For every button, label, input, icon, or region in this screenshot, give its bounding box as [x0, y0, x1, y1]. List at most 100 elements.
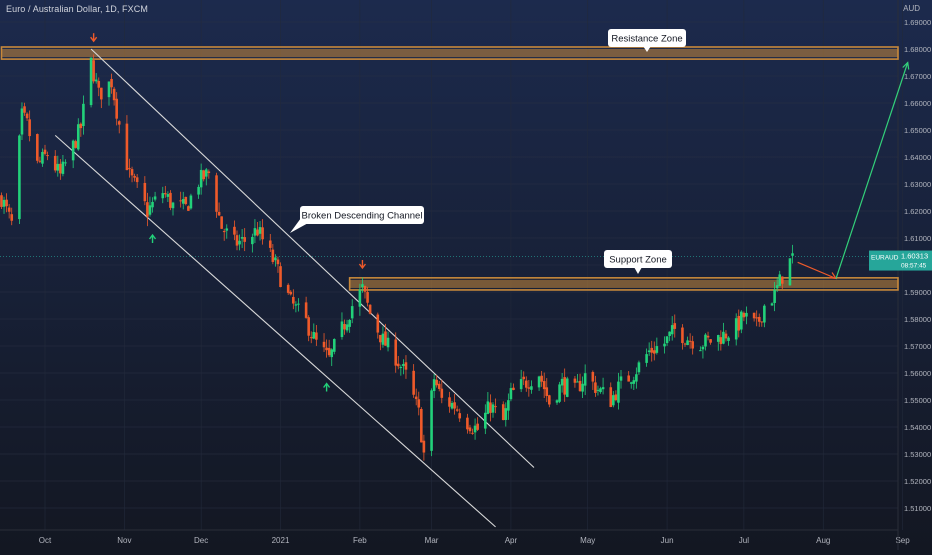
candle-body	[361, 284, 364, 288]
candle-body	[791, 253, 794, 256]
candle-body	[701, 346, 705, 350]
candle-body	[28, 119, 31, 137]
candle-body	[276, 259, 280, 265]
candle-body	[719, 337, 723, 345]
candle-body	[770, 303, 774, 306]
candle-body	[422, 440, 426, 453]
candle-body	[64, 162, 67, 164]
candle-body	[709, 339, 712, 343]
y-tick-label: 1.55000	[904, 396, 931, 405]
candle-body	[706, 335, 710, 338]
candle-body	[501, 404, 505, 421]
candle-body	[670, 325, 674, 335]
candle-body	[737, 315, 741, 331]
candle-body	[38, 160, 42, 162]
candle-body	[691, 341, 694, 349]
candle-body	[36, 134, 39, 161]
x-tick-label: May	[580, 536, 595, 545]
candle-body	[581, 383, 584, 392]
candle-body	[220, 216, 223, 229]
candle-body	[722, 331, 725, 344]
candle-body	[312, 331, 316, 339]
price-tag-countdown: 08:57:45	[901, 263, 927, 270]
candle-body	[164, 193, 167, 195]
candle-body	[576, 381, 579, 383]
candle-body	[629, 382, 633, 384]
candle-body	[350, 306, 354, 319]
candle-body	[366, 292, 369, 303]
candle-body	[458, 413, 462, 419]
candle-body	[394, 339, 398, 366]
candle-body	[645, 354, 648, 363]
candle-body	[494, 406, 497, 408]
candle-body	[724, 333, 728, 339]
candle-body	[376, 314, 380, 333]
candle-body	[207, 171, 211, 174]
y-tick-label: 1.51000	[904, 504, 931, 513]
y-tick-label: 1.61000	[904, 234, 931, 243]
candle-body	[578, 380, 582, 392]
candle-body	[435, 379, 438, 386]
candle-body	[268, 240, 272, 248]
candle-body	[110, 78, 113, 88]
candle-body	[384, 331, 387, 346]
candle-body	[417, 399, 421, 408]
candle-body	[673, 323, 677, 329]
candle-body	[233, 226, 236, 235]
callout-text: Resistance Zone	[611, 34, 682, 45]
candle-body	[437, 383, 441, 389]
candle-body	[307, 317, 310, 336]
x-tick-label: Oct	[39, 536, 52, 545]
down-arrow-marker	[358, 260, 367, 270]
y-tick-label: 1.58000	[904, 315, 931, 324]
candle-body	[23, 106, 26, 113]
candle-body	[197, 186, 200, 195]
y-tick-label: 1.65000	[904, 126, 931, 135]
candle-body	[348, 319, 351, 327]
candle-body	[166, 194, 170, 197]
candle-body	[215, 175, 218, 212]
candle-body	[601, 387, 605, 390]
candle-body	[46, 155, 49, 157]
candle-body	[148, 205, 152, 215]
candle-body	[187, 206, 190, 211]
channel-line	[54, 134, 496, 528]
x-tick-label: Sep	[895, 536, 910, 545]
candles	[0, 54, 794, 461]
candle-body	[686, 340, 689, 346]
currency-label: AUD	[903, 4, 920, 13]
candle-body	[253, 228, 257, 236]
candle-body	[612, 395, 615, 406]
candle-body	[235, 235, 239, 246]
price-tag-value: 1.60313	[901, 252, 928, 261]
candle-body	[261, 227, 264, 240]
candle-body	[294, 304, 298, 306]
candle-body	[327, 347, 331, 356]
candle-body	[217, 211, 221, 216]
y-tick-label: 1.64000	[904, 153, 931, 162]
candle-body	[112, 88, 116, 101]
candle-body	[507, 400, 510, 411]
x-tick-label: Jun	[661, 536, 674, 545]
candle-body	[775, 285, 779, 289]
candle-body	[18, 135, 21, 220]
candle-body	[199, 169, 203, 188]
candle-body	[146, 202, 149, 217]
candle-body	[468, 427, 472, 432]
candle-body	[412, 370, 415, 395]
down-arrow-marker	[90, 33, 98, 43]
candle-body	[330, 349, 334, 358]
y-tick-label: 1.62000	[904, 207, 931, 216]
candle-body	[332, 339, 336, 352]
candle-body	[125, 123, 129, 171]
candle-body	[599, 388, 602, 393]
candle-body	[297, 303, 300, 305]
candle-body	[540, 375, 543, 382]
candle-body	[573, 378, 577, 383]
zone-fill	[349, 279, 898, 288]
candle-body	[432, 379, 436, 392]
candle-body	[471, 432, 474, 434]
candle-body	[542, 381, 546, 390]
